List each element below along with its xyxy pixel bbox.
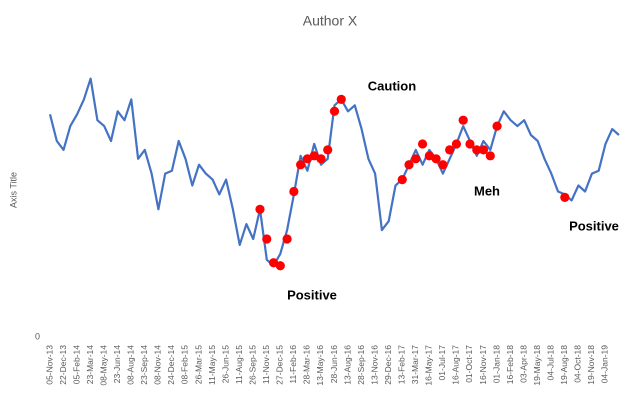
marker xyxy=(431,154,441,164)
x-tick-label: 19-Nov-18 xyxy=(586,345,596,385)
x-tick-label: 01-Oct-17 xyxy=(464,345,474,383)
data-line xyxy=(48,77,620,267)
x-tick-label: 08-Feb-15 xyxy=(180,345,190,384)
x-tick-label: 11-Feb-16 xyxy=(288,345,298,384)
x-tick-label: 13-Aug-16 xyxy=(342,345,352,385)
marker xyxy=(323,145,333,155)
x-tick-label: 11-Aug-15 xyxy=(234,345,244,384)
x-tick-label: 01-Jan-18 xyxy=(491,345,501,384)
x-tick-label: 19-May-18 xyxy=(532,345,542,386)
marker xyxy=(289,186,299,197)
x-tick-label: 26-Sep-15 xyxy=(247,345,257,385)
x-tick-label: 03-Apr-18 xyxy=(518,345,528,383)
marker xyxy=(411,154,421,164)
x-tick-label: 28-Sep-16 xyxy=(356,345,366,385)
x-tick-label: 05-Nov-13 xyxy=(44,345,54,385)
marker xyxy=(262,234,272,244)
annotation: Caution xyxy=(368,78,416,93)
x-tick-label: 13-Nov-16 xyxy=(369,345,379,385)
marker xyxy=(445,145,455,155)
marker xyxy=(458,115,468,125)
x-tick-label: 08-Nov-14 xyxy=(153,345,163,385)
marker xyxy=(316,154,326,164)
x-tick-label: 16-Aug-17 xyxy=(451,345,461,385)
x-tick-label: 24-Dec-14 xyxy=(166,345,176,385)
x-tick-label: 28-Mar-16 xyxy=(302,345,312,384)
marker xyxy=(438,160,448,170)
marker xyxy=(417,139,428,149)
x-tick-label: 04-Jan-19 xyxy=(600,345,610,384)
x-tick-label: 31-Mar-17 xyxy=(410,345,420,384)
x-tick-label: 23-Mar-14 xyxy=(85,345,95,384)
x-tick-label: 13-Feb-17 xyxy=(396,345,406,384)
marker xyxy=(255,204,265,214)
marker xyxy=(465,139,475,149)
marker xyxy=(478,145,489,155)
x-tick-label: 29-Dec-16 xyxy=(383,345,393,385)
x-tick-label: 23-Sep-14 xyxy=(139,345,149,385)
marker xyxy=(296,160,306,170)
x-tick-label: 19-Aug-18 xyxy=(559,345,569,385)
x-tick-label: 01-Jul-17 xyxy=(437,345,447,381)
marker xyxy=(404,160,414,170)
marker xyxy=(472,145,482,155)
x-tick-label: 16-May-17 xyxy=(424,345,434,386)
x-tick-label: 26-Jun-15 xyxy=(220,345,230,384)
x-tick-label: 05-Feb-14 xyxy=(71,345,81,384)
marker xyxy=(397,174,407,185)
marker xyxy=(329,106,340,116)
x-tick-label: 23-Jun-14 xyxy=(112,345,122,384)
annotation: Meh xyxy=(474,183,500,198)
marker xyxy=(282,234,292,244)
x-tick-label: 27-Dec-15 xyxy=(275,345,285,385)
x-tick-label: 22-Dec-13 xyxy=(58,345,68,385)
x-tick-label: 08-Aug-14 xyxy=(126,345,136,385)
marker xyxy=(485,151,495,161)
chart-title: Author X xyxy=(303,13,358,29)
x-tick-label: 16-Nov-17 xyxy=(478,345,488,385)
x-tick-label: 08-May-14 xyxy=(98,345,108,386)
x-tick-label: 13-May-16 xyxy=(315,345,325,386)
y-tick-label: 0 xyxy=(35,331,40,341)
marker xyxy=(275,261,285,271)
marker xyxy=(451,139,462,149)
y-axis-title: Axis Title xyxy=(8,172,18,208)
marker xyxy=(492,121,502,131)
x-tick-label: 26-Mar-15 xyxy=(193,345,203,384)
annotation: Positive xyxy=(287,287,337,302)
marker xyxy=(560,192,570,203)
x-tick-label: 16-Feb-18 xyxy=(505,345,515,384)
x-tick-label: 28-Jun-16 xyxy=(329,345,339,384)
marker xyxy=(336,94,346,104)
x-tick-label: 11-Nov-15 xyxy=(261,345,271,384)
annotation: Positive xyxy=(569,218,619,233)
x-tick-label: 04-Jul-18 xyxy=(546,345,556,381)
x-tick-label: 04-Oct-18 xyxy=(573,345,583,383)
x-tick-label: 11-May-15 xyxy=(207,345,217,385)
